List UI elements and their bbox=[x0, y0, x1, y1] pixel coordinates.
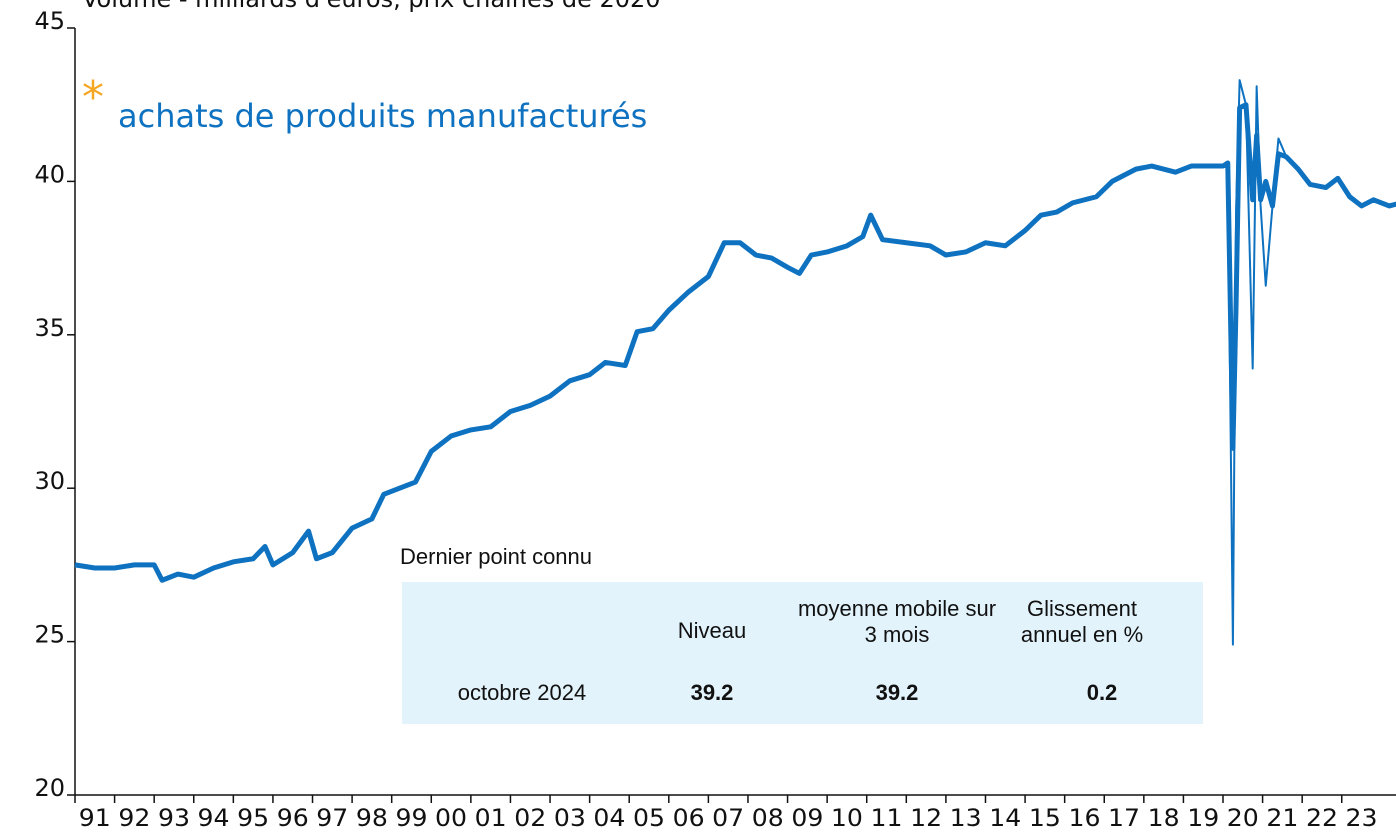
x-tick-label: 94 bbox=[198, 804, 230, 832]
y-tick-label: 30 bbox=[34, 467, 65, 495]
x-tick-label: 17 bbox=[1108, 804, 1140, 832]
row-label: octobre 2024 bbox=[457, 680, 587, 705]
x-tick-label: 20 bbox=[1227, 804, 1259, 832]
x-tick-label: 05 bbox=[633, 804, 665, 832]
cell-value: 39.2 bbox=[875, 680, 919, 705]
y-tick-label: 45 bbox=[34, 7, 65, 35]
x-tick-label: 16 bbox=[1068, 804, 1100, 832]
x-tick-label: 23 bbox=[1346, 804, 1378, 832]
x-tick-label: 09 bbox=[791, 804, 823, 832]
table-title: Dernier point connu bbox=[400, 544, 592, 569]
x-tick-label: 96 bbox=[277, 804, 309, 832]
column-header: moyenne mobile sur 3 mois bbox=[797, 596, 997, 647]
x-tick-label: 13 bbox=[950, 804, 982, 832]
x-tick-label: 18 bbox=[1148, 804, 1180, 832]
x-tick-label: 00 bbox=[435, 804, 467, 832]
y-tick-label: 25 bbox=[34, 621, 65, 649]
y-tick-label: 20 bbox=[34, 774, 65, 802]
column-header: Niveau bbox=[677, 618, 747, 643]
series-line bbox=[74, 102, 1396, 583]
x-tick-label: 03 bbox=[554, 804, 586, 832]
chart-title: Volume - milliards d'euros, prix chaînés… bbox=[82, 0, 661, 13]
y-tick-label: 40 bbox=[34, 160, 65, 188]
x-tick-label: 95 bbox=[237, 804, 269, 832]
annotation: achats de produits manufacturés bbox=[118, 97, 647, 135]
x-tick-label: 14 bbox=[989, 804, 1021, 832]
x-tick-label: 97 bbox=[316, 804, 348, 832]
cell-value: 39.2 bbox=[690, 680, 734, 705]
x-tick-label: 93 bbox=[158, 804, 190, 832]
column-header: Glissement annuel en % bbox=[1020, 596, 1144, 647]
x-tick-label: 08 bbox=[752, 804, 784, 832]
x-tick-label: 91 bbox=[79, 804, 111, 832]
x-tick-label: 11 bbox=[871, 804, 903, 832]
x-tick-label: 21 bbox=[1266, 804, 1298, 832]
x-tick-label: 22 bbox=[1306, 804, 1338, 832]
cell-value: 0.2 bbox=[1086, 680, 1118, 705]
x-tick-label: 92 bbox=[118, 804, 150, 832]
x-tick-label: 07 bbox=[712, 804, 744, 832]
x-tick-label: 15 bbox=[1029, 804, 1061, 832]
x-tick-label: 12 bbox=[910, 804, 942, 832]
x-tick-label: 04 bbox=[593, 804, 625, 832]
summary-table: Niveau moyenne mobile sur 3 mois Glissem… bbox=[402, 582, 1203, 724]
annotation-star: * bbox=[82, 72, 104, 123]
y-tick-label: 35 bbox=[34, 314, 65, 342]
x-tick-label: 02 bbox=[514, 804, 546, 832]
x-tick-label: 06 bbox=[673, 804, 705, 832]
x-tick-label: 01 bbox=[475, 804, 507, 832]
x-tick-label: 98 bbox=[356, 804, 388, 832]
x-tick-label: 19 bbox=[1187, 804, 1219, 832]
x-tick-label: 99 bbox=[395, 804, 427, 832]
x-tick-label: 10 bbox=[831, 804, 863, 832]
